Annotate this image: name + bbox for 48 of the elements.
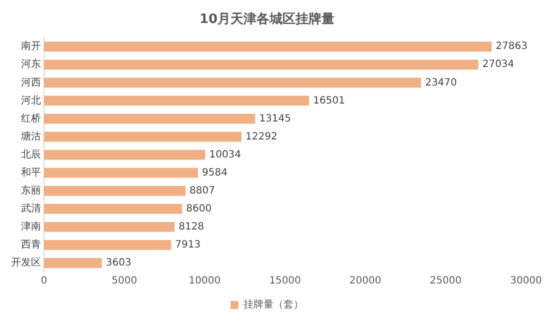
y-tick-label: 北辰 [21, 148, 41, 160]
bar [44, 258, 102, 268]
x-tick-label: 15000 [269, 276, 301, 287]
y-tick-label: 开发区 [11, 258, 41, 269]
bar [44, 150, 206, 160]
y-tick-label: 河西 [21, 76, 41, 88]
x-tick-label: 20000 [349, 276, 382, 287]
legend-label: 挂牌量（套） [244, 298, 304, 311]
y-tick-label: 塘沽 [20, 130, 41, 142]
data-label: 8600 [186, 203, 212, 214]
y-tick-label: 河东 [21, 58, 41, 70]
data-label: 16501 [313, 95, 345, 106]
y-tick-label: 西青 [21, 238, 41, 251]
bar [44, 132, 242, 142]
data-label: 27863 [496, 41, 528, 52]
data-label: 8128 [178, 222, 204, 233]
data-label: 27034 [482, 59, 514, 70]
bar [44, 60, 478, 70]
bar [44, 114, 256, 124]
bar [44, 204, 182, 214]
y-tick-label: 红桥 [21, 112, 41, 124]
data-label: 9584 [202, 167, 228, 178]
data-label: 23470 [425, 77, 457, 88]
x-tick-label: 0 [40, 276, 48, 287]
bar [44, 78, 422, 88]
bar [44, 222, 175, 232]
x-tick-label: 10000 [188, 276, 221, 287]
bar [44, 96, 310, 106]
x-tick-label: 30000 [510, 276, 542, 287]
data-label: 3603 [106, 258, 132, 269]
data-label: 10034 [209, 149, 242, 160]
data-label: 13145 [259, 113, 292, 124]
bar [44, 42, 492, 52]
chart-title: 10月天津各城区挂牌量 [199, 11, 335, 28]
y-tick-label: 南开 [21, 40, 41, 52]
bar [44, 168, 198, 178]
x-tick-label: 25000 [430, 276, 462, 287]
data-label: 8807 [190, 185, 215, 196]
bar [44, 186, 186, 196]
bar [44, 240, 172, 250]
y-tick-label: 河北 [21, 94, 41, 106]
y-tick-label: 津南 [21, 220, 41, 233]
data-label: 7913 [175, 240, 201, 251]
y-tick-label: 东丽 [21, 184, 41, 196]
y-tick-label: 和平 [21, 166, 41, 178]
x-tick-label: 5000 [112, 276, 138, 287]
y-tick-label: 武清 [21, 202, 41, 214]
data-label: 12292 [245, 131, 278, 142]
